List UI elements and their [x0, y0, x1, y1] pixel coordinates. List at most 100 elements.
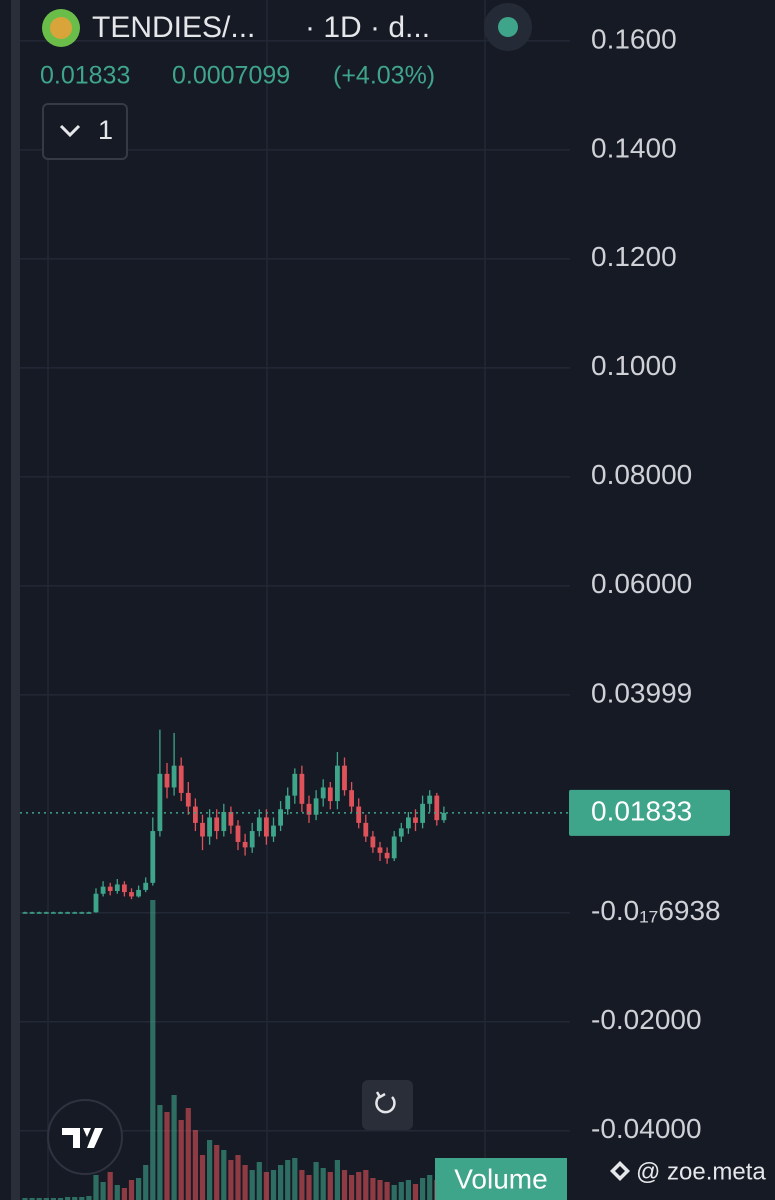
candle-body — [377, 847, 383, 853]
candle-body — [107, 886, 113, 892]
candle-body — [207, 817, 212, 837]
candle-body — [58, 912, 63, 914]
volume-bar — [249, 1170, 255, 1200]
candle-body — [200, 822, 205, 837]
logo-circle[interactable] — [47, 1099, 123, 1175]
volume-bar — [72, 1197, 78, 1200]
candle-body — [242, 841, 248, 848]
candle-body — [114, 884, 120, 892]
side-bar — [11, 0, 20, 1200]
last-price-tag-label: 0.01833 — [591, 795, 692, 826]
volume-bar — [114, 1185, 120, 1200]
toggle-box[interactable] — [42, 103, 128, 160]
volume-bar — [391, 1185, 397, 1200]
volume-bar — [214, 1145, 220, 1200]
volume-bar — [313, 1162, 319, 1200]
volume-bar — [107, 1172, 113, 1200]
volume-bar — [285, 1160, 291, 1200]
volume-bar — [199, 1155, 206, 1200]
candle-body — [214, 817, 220, 832]
candle-body — [93, 893, 99, 913]
volume-bar — [36, 1198, 42, 1200]
volume-bar — [65, 1197, 71, 1200]
candle-body — [36, 912, 42, 914]
reset-arrow — [375, 1091, 386, 1099]
candle-body — [193, 806, 198, 823]
volume-bars — [22, 900, 447, 1200]
candle-body — [306, 803, 312, 815]
grid — [20, 40, 570, 1132]
candle-body — [349, 790, 354, 807]
volume-bar — [57, 1198, 64, 1200]
candle-body — [398, 828, 404, 837]
candle-body — [157, 773, 163, 832]
candle-body — [185, 792, 191, 807]
volume-bar — [263, 1172, 269, 1200]
volume-bar — [100, 1182, 106, 1200]
logo-mark — [62, 1128, 103, 1148]
volume-bar — [221, 1150, 227, 1200]
volume-bar — [235, 1155, 241, 1200]
volume-bar — [79, 1197, 85, 1200]
candle-body — [320, 787, 326, 799]
volume-bar — [349, 1175, 355, 1200]
y-tick-label: 0.1200 — [591, 241, 677, 272]
candle-body — [264, 817, 269, 837]
status-dot — [498, 17, 518, 37]
y-axis: 0.1600 0.1400 0.1200 0.1000 0.08000 0.06000 0.… — [591, 23, 721, 1144]
reset-button[interactable] — [362, 1080, 413, 1130]
volume-bar — [86, 1196, 92, 1200]
candle-body — [285, 795, 291, 810]
volume-bar — [292, 1158, 298, 1200]
symbol-title: TENDIES/... — [92, 11, 255, 44]
volume-bar — [192, 1130, 198, 1200]
volume-bar — [242, 1165, 248, 1200]
volume-bar — [299, 1170, 305, 1200]
candle-body — [406, 817, 411, 829]
volume-label: Volume — [454, 1163, 547, 1194]
last-price-marker: 0.01833 — [20, 789, 730, 836]
candle-body — [256, 817, 262, 832]
candle-body — [370, 836, 376, 848]
volume-bar — [22, 1198, 28, 1200]
y-tick-label: 0.03999 — [591, 677, 692, 708]
volume-bar — [185, 1108, 191, 1200]
volume-bar — [320, 1168, 326, 1200]
volume-bar — [136, 1178, 142, 1200]
token-icon-inner — [50, 17, 72, 39]
volume-bar — [43, 1198, 49, 1200]
candle-body — [72, 912, 78, 914]
indicator-toggle[interactable]: 1 — [42, 103, 128, 160]
candle-body — [43, 912, 49, 914]
candle-body — [356, 806, 362, 823]
volume-bar — [427, 1175, 433, 1200]
tradingview-logo[interactable] — [47, 1099, 123, 1175]
volume-bar — [228, 1160, 234, 1200]
volume-bar — [157, 1105, 163, 1200]
indicator-count: 1 — [98, 115, 113, 145]
last-price: 0.01833 — [40, 62, 130, 90]
candle-body — [100, 886, 106, 894]
candle-body — [384, 852, 390, 859]
candle-body — [427, 795, 433, 804]
volume-legend: Volume — [435, 1158, 567, 1200]
y-tick-label: 0.06000 — [591, 568, 692, 599]
candle-body — [271, 825, 276, 837]
candle-body — [299, 773, 305, 804]
reset-icon — [375, 1095, 396, 1114]
candle-body — [413, 817, 418, 823]
reset-box[interactable] — [362, 1080, 413, 1130]
candle-body — [171, 765, 177, 788]
volume-bar — [363, 1170, 369, 1200]
volume-bar — [50, 1198, 56, 1200]
candle-body — [391, 836, 397, 859]
candle-body — [335, 765, 340, 802]
candle-body — [327, 787, 333, 802]
volume-bar — [178, 1120, 184, 1200]
candle-body — [441, 812, 447, 821]
last-price-tag — [569, 789, 730, 836]
candle-body — [143, 882, 149, 890]
candle-body — [249, 831, 255, 848]
volume-bar — [306, 1175, 312, 1200]
